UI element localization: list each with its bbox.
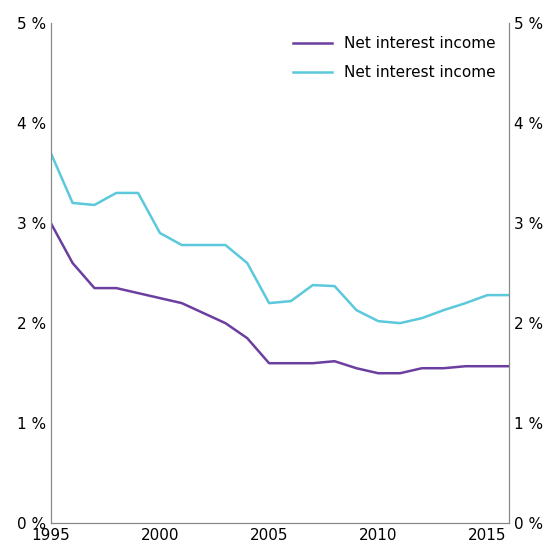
Net interest income: [287, 360, 294, 367]
Net interest income: [309, 282, 316, 288]
Legend: Net interest income, Net interest income: Net interest income, Net interest income: [287, 30, 502, 86]
Net interest income: [244, 335, 251, 342]
Net interest income: [135, 190, 142, 197]
Net interest income: [396, 320, 403, 326]
Net interest income: [157, 295, 164, 301]
Net interest income: [375, 318, 381, 324]
Net interest income: [506, 363, 512, 370]
Net interest income: [331, 283, 338, 290]
Net interest income: [222, 242, 229, 249]
Net interest income: [91, 284, 98, 291]
Net interest income: [309, 360, 316, 367]
Net interest income: [48, 150, 54, 156]
Net interest income: [266, 360, 273, 367]
Net interest income: [462, 300, 469, 306]
Net interest income: [91, 202, 98, 208]
Net interest income: [48, 220, 54, 226]
Net interest income: [266, 300, 273, 306]
Net interest income: [157, 230, 164, 236]
Net interest income: [113, 190, 120, 197]
Net interest income: [375, 370, 381, 376]
Line: Net interest income: Net interest income: [51, 153, 509, 323]
Net interest income: [440, 307, 447, 314]
Net interest income: [331, 358, 338, 365]
Net interest income: [462, 363, 469, 370]
Net interest income: [287, 298, 294, 305]
Net interest income: [179, 300, 185, 306]
Net interest income: [506, 292, 512, 298]
Net interest income: [484, 363, 491, 370]
Net interest income: [418, 365, 425, 372]
Net interest income: [200, 242, 207, 249]
Net interest income: [69, 199, 76, 206]
Net interest income: [396, 370, 403, 376]
Net interest income: [244, 260, 251, 267]
Net interest income: [484, 292, 491, 298]
Net interest income: [353, 365, 360, 372]
Net interest income: [69, 260, 76, 267]
Net interest income: [418, 315, 425, 321]
Net interest income: [353, 307, 360, 314]
Net interest income: [222, 320, 229, 326]
Net interest income: [113, 284, 120, 291]
Line: Net interest income: Net interest income: [51, 223, 509, 373]
Net interest income: [179, 242, 185, 249]
Net interest income: [135, 290, 142, 296]
Net interest income: [440, 365, 447, 372]
Net interest income: [200, 310, 207, 316]
